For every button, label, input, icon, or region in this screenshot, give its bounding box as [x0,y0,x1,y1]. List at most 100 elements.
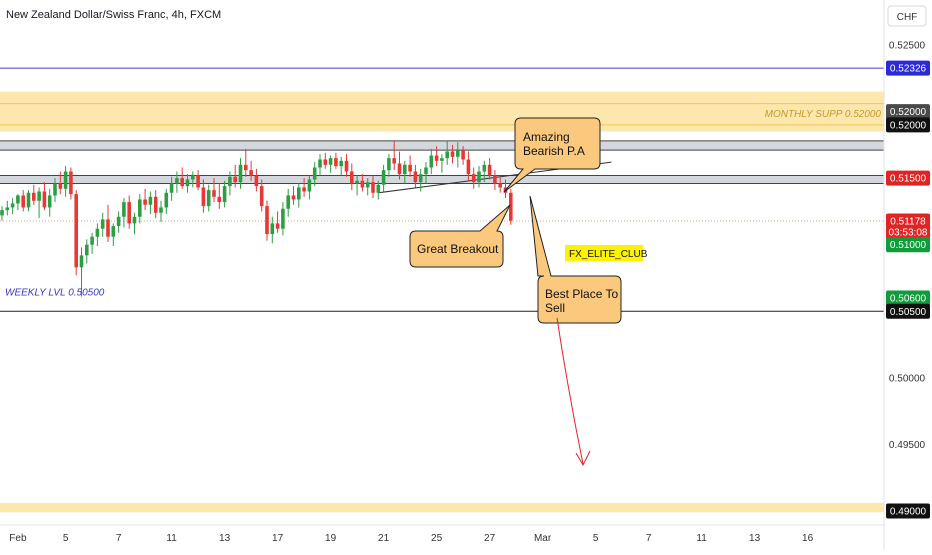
x-tick-label: 13 [749,533,761,544]
x-tick-label: 11 [696,533,707,544]
y-tick-label: 0.49500 [889,440,926,451]
candle [10,198,15,215]
candle-body [392,158,396,164]
monthly-supp-zone [0,91,884,132]
price-badge: 0.52000 [886,104,930,120]
candle-body [302,187,306,192]
candle-body [434,155,439,161]
candle-body [63,171,68,189]
candle-body [456,150,460,157]
price-badges: 0.52326 0.52000 0.52000 0.51500 0.5117803:53… [886,60,930,519]
currency-box[interactable] [887,5,927,27]
price-badge: 0.52000 [886,117,930,133]
candle [85,239,89,264]
candle-body [328,158,333,165]
candle-body [498,183,502,188]
candle [291,186,296,205]
sell-line1: Best Place To [545,287,618,301]
candle-body [37,191,41,201]
x-tick-label: 5 [593,533,599,544]
candle [21,190,25,212]
candle-body [254,175,259,187]
candle-body [265,206,269,235]
candle [307,175,312,200]
candle-body [376,184,381,193]
candle [302,178,306,197]
candle-body [217,196,222,203]
candle-body [212,190,216,197]
candle-body [291,195,296,200]
great-breakout-callout[interactable]: Great Breakout [409,204,511,268]
candle [275,211,280,233]
candle [403,160,407,184]
candle-body [238,164,243,183]
currency-label: CHF [897,12,918,23]
candle [387,154,391,177]
candle [116,211,121,233]
y-tick-label: 0.52500 [889,41,926,52]
candles-layer [0,140,513,297]
candle [440,154,444,173]
candle-body [100,219,105,229]
candle-body [249,170,253,176]
candle [26,190,31,212]
candle-body [360,180,365,188]
candle [466,151,471,181]
candle [122,198,126,228]
candle [228,171,232,196]
candle [95,223,100,247]
price-badge-background [886,503,930,519]
candle [429,148,434,175]
candle-body [122,202,126,217]
candle [127,195,131,229]
candle [169,176,174,201]
candle-body [477,171,481,183]
candle-body [164,192,169,208]
candle-body [10,203,15,208]
candle-body [132,216,137,224]
candle [265,200,269,241]
candle [164,188,169,215]
candle [153,190,158,219]
candle-body [413,171,418,183]
candle [100,212,105,237]
candle [69,167,73,200]
amazing-callout-bubble [503,117,601,193]
amazing-bearish-callout[interactable]: Amazing Bearish P.A [503,117,601,193]
candle-body [244,164,248,171]
candle-body [5,207,10,211]
candle [74,190,78,276]
price-badge: 0.52326 [886,60,930,76]
price-axis[interactable]: CHF 0.52500 0.50000 0.49500 0.52326 0.52000… [883,0,932,550]
price-badge: 0.50500 [886,303,930,319]
candle-body [42,191,47,208]
x-tick-label: 7 [116,533,122,544]
candle [244,148,248,177]
candle-body [185,179,190,187]
price-badge-label: 0.51500 [890,174,927,185]
candle-body [143,199,147,205]
candle-body [424,167,428,175]
monthly-supp-label: MONTHLY SUPP 0.52000 [765,109,882,120]
candle [191,171,195,188]
candle-body [206,190,211,207]
candle [32,184,36,205]
amazing-line1: Amazing [523,130,570,144]
candle [392,140,396,171]
candle [360,174,365,192]
price-badge: 0.49000 [886,503,930,519]
candle [270,216,275,244]
candle [471,167,476,189]
price-badge-countdown: 03:53:08 [889,228,928,239]
x-tick-label: 25 [431,533,443,544]
candle-body [471,174,476,183]
candle-body [381,170,386,185]
candle-body [21,195,25,208]
price-axis-background [884,0,932,550]
x-tick-label: 11 [166,533,177,544]
best-place-to-sell-callout[interactable]: Best Place To Sell [529,195,622,324]
candle [339,156,343,176]
candle-body [350,171,354,184]
time-axis[interactable]: 30Feb5711131719212527Mar57111316 [0,524,884,544]
